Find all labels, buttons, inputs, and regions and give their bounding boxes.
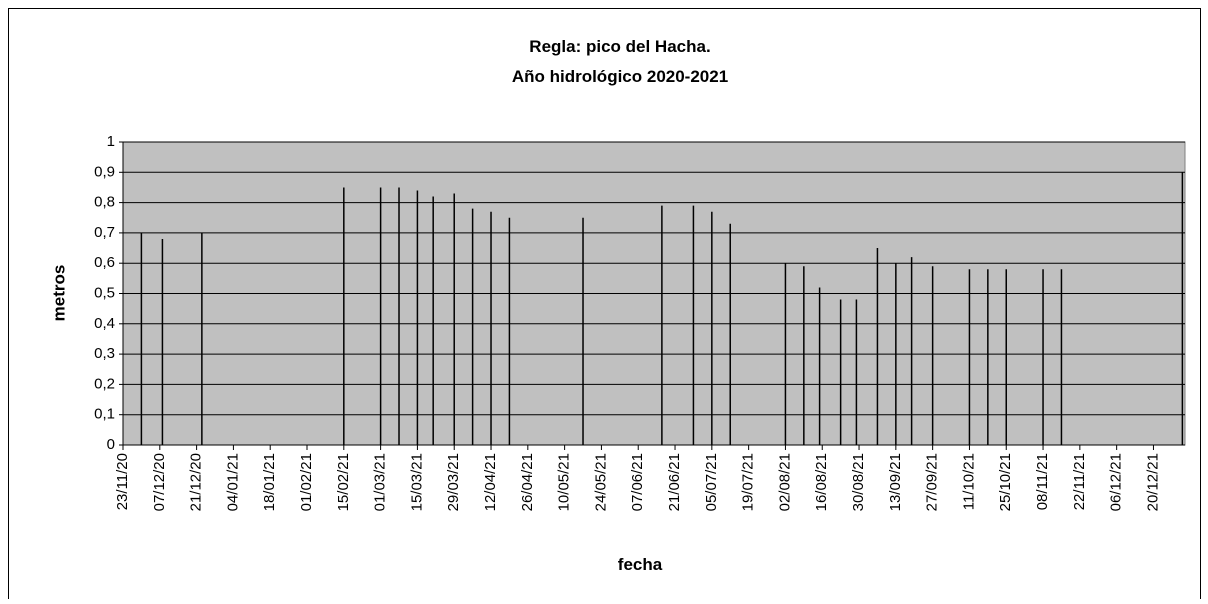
x-tick-label: 29/03/21	[445, 453, 462, 511]
y-tick-label: 0,7	[94, 224, 115, 241]
x-tick-label: 04/01/21	[224, 453, 241, 511]
x-tick-label: 10/05/21	[556, 453, 573, 511]
x-tick-label: 08/11/21	[1034, 453, 1051, 510]
x-tick-label: 24/05/21	[592, 453, 609, 511]
x-tick-label: 07/12/20	[151, 453, 168, 511]
x-tick-label: 21/06/21	[666, 453, 683, 511]
x-tick-label: 20/12/21	[1144, 453, 1161, 511]
x-tick-label: 21/12/20	[188, 453, 205, 511]
y-axis-label: metros	[49, 265, 68, 322]
y-tick-label: 0	[107, 436, 115, 453]
x-tick-label: 15/02/21	[335, 453, 352, 511]
y-tick-label: 0,6	[94, 254, 115, 271]
x-tick-label: 13/09/21	[887, 453, 904, 511]
x-tick-label: 23/11/20	[114, 453, 131, 510]
x-tick-label: 27/09/21	[924, 453, 941, 511]
x-tick-label: 25/10/21	[997, 453, 1014, 511]
x-tick-label: 19/07/21	[740, 453, 757, 511]
y-tick-label: 0,8	[94, 194, 115, 211]
x-tick-label: 15/03/21	[408, 453, 425, 511]
chart-title: Regla: pico del Hacha.	[529, 37, 710, 56]
y-tick-label: 0,1	[94, 406, 115, 423]
chart-subtitle: Año hidrológico 2020-2021	[512, 67, 728, 86]
y-tick-label: 0,3	[94, 345, 115, 362]
x-tick-label: 01/02/21	[298, 453, 315, 511]
x-tick-label: 16/08/21	[813, 453, 830, 511]
x-tick-label: 05/07/21	[703, 453, 720, 511]
x-tick-label: 11/10/21	[960, 453, 977, 510]
y-tick-label: 0,9	[94, 163, 115, 180]
x-tick-label: 07/06/21	[629, 453, 646, 511]
x-tick-label: 12/04/21	[482, 453, 499, 511]
y-tick-label: 0,4	[94, 315, 115, 332]
x-tick-label: 06/12/21	[1108, 453, 1125, 511]
y-tick-label: 1	[107, 133, 115, 150]
x-tick-label: 18/01/21	[261, 453, 278, 511]
x-tick-label: 26/04/21	[519, 453, 536, 511]
x-axis-label: fecha	[618, 555, 663, 574]
y-tick-label: 0,2	[94, 375, 115, 392]
x-tick-label: 02/08/21	[776, 453, 793, 511]
y-tick-label: 0,5	[94, 284, 115, 301]
x-tick-label: 30/08/21	[850, 453, 867, 511]
x-tick-label: 01/03/21	[372, 453, 389, 511]
x-tick-label: 22/11/21	[1071, 453, 1088, 510]
